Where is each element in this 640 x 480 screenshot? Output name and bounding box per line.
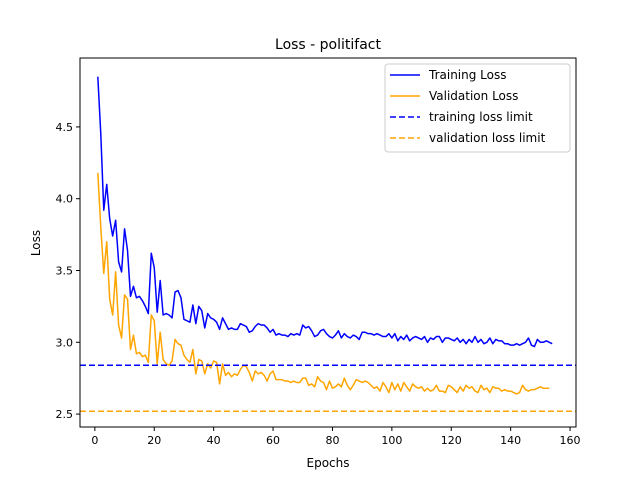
legend-label-validation-loss-limit: validation loss limit (429, 131, 546, 145)
series-layer (80, 76, 576, 412)
x-tick-label: 20 (147, 434, 161, 447)
x-axis-ticks: 0 20 40 60 80 100 120 140 160 (91, 427, 581, 447)
chart-title: Loss - politifact (275, 37, 381, 53)
legend-label-training-loss-limit: training loss limit (429, 110, 533, 124)
x-tick-label: 80 (325, 434, 339, 447)
plot-frame (79, 57, 577, 428)
legend-items: Training Loss Validation Loss training los… (390, 68, 546, 145)
x-axis-label: Epochs (307, 456, 350, 470)
x-tick-label: 100 (381, 434, 402, 447)
x-tick-label: 120 (441, 434, 462, 447)
y-tick-label: 2.5 (56, 408, 74, 421)
x-tick-label: 0 (91, 434, 98, 447)
y-axis-label: Loss (29, 230, 43, 256)
x-tick-label: 160 (560, 434, 581, 447)
x-tick-label: 60 (266, 434, 280, 447)
y-tick-label: 3.0 (56, 336, 74, 349)
legend-label-validation-loss: Validation Loss (429, 89, 518, 103)
legend-label-training-loss: Training Loss (428, 68, 506, 82)
y-tick-label: 3.5 (56, 264, 74, 277)
plot-area (79, 57, 577, 428)
training-loss-line (97, 76, 553, 348)
y-tick-label: 4.0 (56, 193, 74, 206)
x-tick-label: 140 (500, 434, 521, 447)
y-tick-label: 4.5 (56, 121, 74, 134)
validation-loss-line (97, 172, 550, 395)
y-axis-ticks: 2.5 3.0 3.5 4.0 4.5 (56, 121, 80, 421)
legend: Training Loss Validation Loss training los… (384, 63, 571, 153)
x-tick-label: 40 (207, 434, 221, 447)
legend-box (384, 63, 571, 153)
